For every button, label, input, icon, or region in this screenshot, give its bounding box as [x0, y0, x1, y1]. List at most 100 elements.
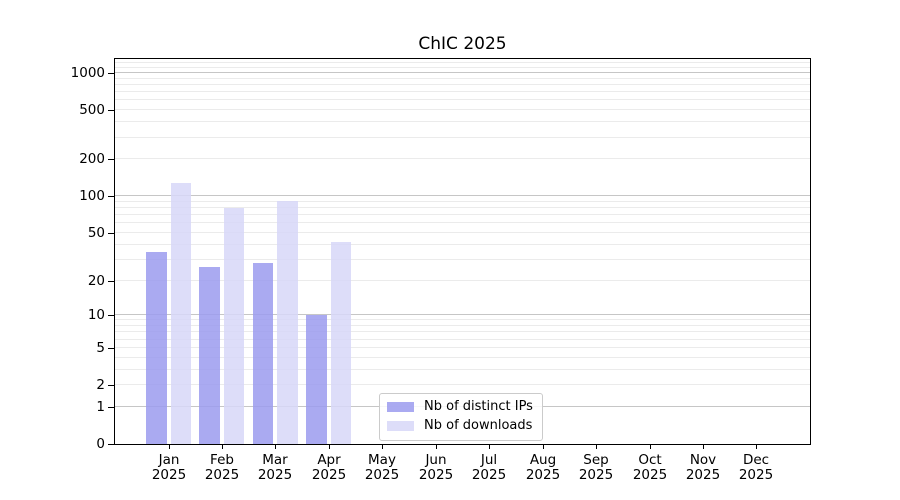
x-label-jan: Jan 2025 — [137, 453, 201, 483]
x-label-sep: Sep 2025 — [564, 453, 628, 483]
x-label-feb: Feb 2025 — [190, 453, 254, 483]
gridline-minor-1100 — [115, 66, 810, 68]
legend-item-nb-of-distinct-ips: Nb of distinct IPs — [387, 399, 533, 415]
x-label-apr: Apr 2025 — [297, 453, 361, 483]
x-label-year: 2025 — [632, 467, 668, 483]
y-label-100: 100 — [79, 188, 105, 204]
x-tick-jun — [436, 445, 437, 449]
x-tick-sep — [596, 445, 597, 449]
x-label-aug: Aug 2025 — [511, 453, 575, 483]
x-tick-nov — [703, 445, 704, 449]
gridlines-layer — [115, 59, 810, 444]
gridline-minor-30 — [115, 258, 810, 260]
y-label-500: 500 — [79, 102, 105, 118]
y-tick-100 — [108, 196, 114, 197]
y-label-20: 20 — [87, 273, 105, 289]
x-label-month: Jun — [425, 452, 447, 468]
bar-nb-of-distinct-ips-mar — [252, 263, 274, 444]
x-tick-dec — [756, 445, 757, 449]
x-label-year: 2025 — [525, 467, 561, 483]
x-label-year: 2025 — [257, 467, 293, 483]
y-label-200: 200 — [79, 151, 105, 167]
x-tick-apr — [329, 445, 330, 449]
x-tick-jul — [489, 445, 490, 449]
legend-swatch-nb-of-downloads — [387, 421, 414, 431]
x-label-year: 2025 — [151, 467, 187, 483]
x-tick-jan — [169, 445, 170, 449]
bar-nb-of-distinct-ips-apr — [306, 315, 327, 444]
gridline-minor-90 — [115, 200, 810, 202]
x-tick-mar — [275, 445, 276, 449]
x-label-month: May — [368, 452, 396, 468]
x-label-month: Feb — [210, 452, 234, 468]
y-tick-20 — [108, 281, 114, 282]
gridline-minor-300 — [115, 136, 810, 138]
y-tick-1000 — [108, 73, 114, 74]
y-tick-5 — [108, 348, 114, 349]
y-tick-50 — [108, 233, 114, 234]
gridline-minor-4 — [115, 356, 810, 358]
x-label-year: 2025 — [471, 467, 507, 483]
x-label-year: 2025 — [204, 467, 240, 483]
gridline-minor-60 — [115, 222, 810, 224]
chart-title: ChIC 2025 — [418, 34, 507, 54]
gridline-minor-2 — [115, 384, 810, 386]
x-label-month: Nov — [689, 452, 717, 468]
x-label-year: 2025 — [685, 467, 721, 483]
gridline-minor-6 — [115, 338, 810, 340]
gridline-minor-70 — [115, 214, 810, 216]
gridline-minor-900 — [115, 77, 810, 79]
gridline-minor-40 — [115, 243, 810, 245]
x-label-month: Dec — [742, 452, 770, 468]
bar-nb-of-downloads-jan — [170, 183, 191, 444]
gridline-minor-700 — [115, 91, 810, 93]
x-label-oct: Oct 2025 — [618, 453, 682, 483]
bars-layer — [115, 59, 810, 444]
x-label-jun: Jun 2025 — [404, 453, 468, 483]
y-label-5: 5 — [96, 340, 105, 356]
legend: Nb of distinct IPs Nb of downloads — [379, 393, 543, 441]
legend-label: Nb of distinct IPs — [424, 399, 533, 414]
x-label-month: Sep — [583, 452, 609, 468]
bar-nb-of-distinct-ips-jan — [146, 251, 167, 444]
gridline-minor-800 — [115, 84, 810, 86]
x-tick-oct — [650, 445, 651, 449]
plot-area: Nb of distinct IPs Nb of downloads — [114, 58, 811, 445]
x-label-month: Mar — [262, 452, 288, 468]
y-tick-10 — [108, 315, 114, 316]
legend-label: Nb of downloads — [424, 418, 533, 433]
bar-nb-of-downloads-mar — [277, 200, 298, 444]
y-tick-200 — [108, 159, 114, 160]
gridline-minor-9 — [115, 319, 810, 321]
gridline-major-100 — [115, 195, 810, 197]
gridline-minor-500 — [115, 109, 810, 111]
bar-nb-of-downloads-feb — [223, 208, 245, 444]
gridline-major-10 — [115, 314, 810, 316]
x-label-year: 2025 — [578, 467, 614, 483]
y-label-1: 1 — [96, 399, 105, 415]
x-label-month: Aug — [529, 452, 557, 468]
legend-swatch-nb-of-distinct-ips — [387, 402, 414, 412]
x-label-jul: Jul 2025 — [457, 453, 521, 483]
gridline-minor-1200 — [115, 62, 810, 64]
x-label-month: Apr — [317, 452, 341, 468]
gridline-minor-50 — [115, 231, 810, 233]
gridline-minor-200 — [115, 158, 810, 160]
y-tick-1 — [108, 407, 114, 408]
x-tick-feb — [222, 445, 223, 449]
legend-item-nb-of-downloads: Nb of downloads — [387, 418, 533, 434]
bar-nb-of-distinct-ips-feb — [199, 267, 220, 444]
x-tick-aug — [543, 445, 544, 449]
x-label-year: 2025 — [738, 467, 774, 483]
y-label-1000: 1000 — [70, 65, 105, 81]
y-label-0: 0 — [96, 436, 105, 452]
x-label-mar: Mar 2025 — [243, 453, 307, 483]
gridline-minor-3 — [115, 368, 810, 370]
y-tick-2 — [108, 385, 114, 386]
gridline-minor-400 — [115, 121, 810, 123]
gridline-minor-80 — [115, 207, 810, 209]
x-tick-may — [382, 445, 383, 449]
x-label-dec: Dec 2025 — [724, 453, 788, 483]
gridline-major-1000 — [115, 72, 810, 74]
